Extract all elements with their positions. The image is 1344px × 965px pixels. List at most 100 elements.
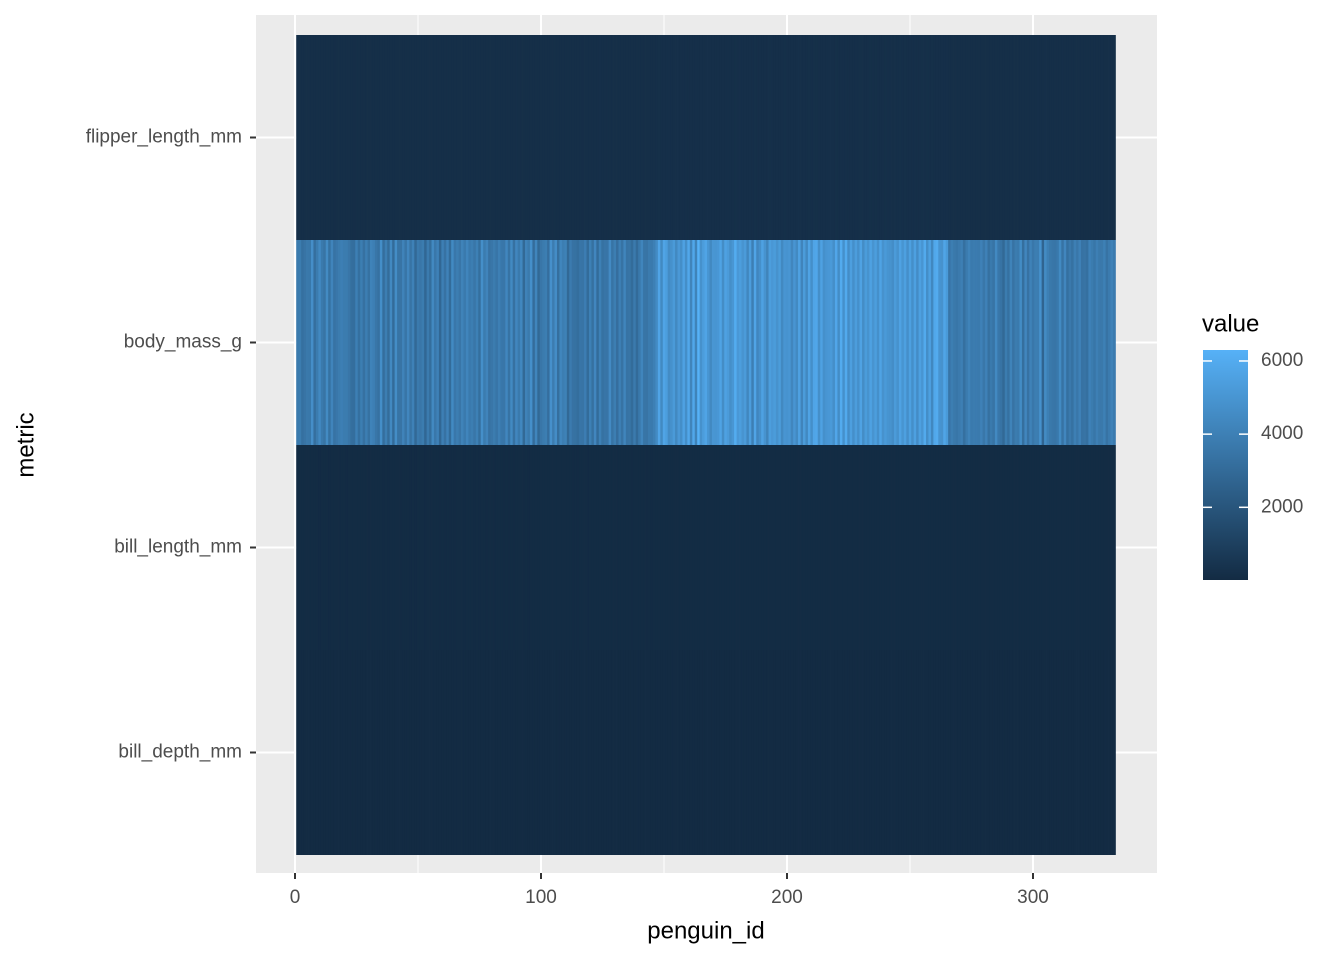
heatmap-cell	[918, 445, 922, 650]
heatmap-cell	[822, 445, 826, 650]
heatmap-cell	[778, 35, 782, 240]
heatmap-cell	[903, 35, 907, 240]
heatmap-cell	[950, 445, 954, 650]
heatmap-cell	[763, 445, 767, 650]
heatmap-cell	[894, 650, 897, 855]
heatmap-cell	[886, 240, 890, 445]
heatmap-cell	[397, 650, 400, 855]
heatmap-cell	[613, 650, 617, 855]
heatmap-cell	[360, 445, 364, 650]
heatmap-cell	[714, 650, 718, 855]
heatmap-cell	[1108, 240, 1111, 445]
heatmap-cell	[697, 650, 701, 855]
heatmap-cell	[859, 650, 863, 855]
heatmap-cell	[753, 445, 757, 650]
heatmap-cell	[815, 650, 819, 855]
heatmap-cell	[431, 35, 435, 240]
heatmap-cell	[303, 240, 307, 445]
heatmap-cell	[601, 650, 605, 855]
heatmap-cell	[1012, 240, 1015, 445]
heatmap-cell	[724, 650, 728, 855]
heatmap-cell	[805, 445, 809, 650]
heatmap-cell	[315, 650, 319, 855]
heatmap-cell	[675, 240, 678, 445]
heatmap-cell	[667, 445, 671, 650]
heatmap-cell	[1041, 240, 1045, 445]
heatmap-cell	[1002, 445, 1006, 650]
heatmap-cell	[310, 35, 314, 240]
heatmap-cell	[862, 35, 865, 240]
heatmap-cell	[711, 445, 715, 650]
heatmap-cell	[847, 35, 851, 240]
heatmap-cell	[370, 650, 373, 855]
heatmap-cell	[1004, 35, 1008, 240]
heatmap-cell	[1058, 445, 1062, 650]
heatmap-cell	[1103, 445, 1106, 650]
y-tick-label: body_mass_g	[124, 332, 242, 353]
heatmap-cell	[648, 35, 651, 240]
heatmap-cell	[298, 650, 302, 855]
heatmap-cell	[323, 35, 327, 240]
heatmap-cell	[1002, 35, 1006, 240]
heatmap-cell	[527, 240, 531, 445]
heatmap-cell	[475, 35, 479, 240]
heatmap-cell	[928, 445, 932, 650]
heatmap-cell	[1105, 35, 1109, 240]
heatmap-cell	[1024, 650, 1028, 855]
heatmap-cell	[306, 240, 309, 445]
heatmap-cell	[675, 650, 678, 855]
heatmap-cell	[665, 240, 669, 445]
heatmap-cell	[1110, 240, 1114, 445]
heatmap-cell	[894, 445, 897, 650]
heatmap-cell	[1039, 35, 1043, 240]
heatmap-cell	[510, 35, 514, 240]
heatmap-cell	[1108, 650, 1111, 855]
heatmap-cell	[994, 35, 998, 240]
heatmap-cell	[807, 35, 811, 240]
heatmap-cell	[726, 240, 730, 445]
heatmap-cell	[340, 445, 344, 650]
heatmap-cell	[468, 650, 472, 855]
heatmap-cell	[493, 240, 496, 445]
heatmap-cell	[886, 445, 890, 650]
heatmap-cell	[566, 650, 570, 855]
heatmap-cell	[377, 240, 381, 445]
heatmap-cell	[788, 445, 792, 650]
heatmap-cell	[827, 240, 831, 445]
heatmap-cell	[930, 650, 934, 855]
heatmap-cell	[741, 650, 745, 855]
heatmap-cell	[1098, 445, 1102, 650]
heatmap-cell	[606, 35, 610, 240]
heatmap-cell	[729, 35, 733, 240]
heatmap-cell	[379, 35, 383, 240]
heatmap-cell	[972, 35, 976, 240]
heatmap-cell	[1017, 240, 1020, 445]
heatmap-cell	[603, 650, 607, 855]
heatmap-cell	[650, 35, 654, 240]
heatmap-cell	[485, 240, 489, 445]
heatmap-cell	[342, 650, 346, 855]
heatmap-cell	[652, 445, 656, 650]
heatmap-cell	[940, 650, 944, 855]
heatmap-cell	[394, 35, 398, 240]
heatmap-cell	[950, 650, 954, 855]
heatmap-cell	[812, 650, 816, 855]
heatmap-cell	[962, 445, 966, 650]
heatmap-cell	[593, 35, 597, 240]
heatmap-cell	[923, 240, 927, 445]
heatmap-cell	[1049, 240, 1052, 445]
heatmap-cell	[507, 650, 511, 855]
heatmap-cell	[935, 445, 939, 650]
heatmap-cell	[679, 35, 683, 240]
heatmap-cell	[1095, 650, 1099, 855]
heatmap-cell	[662, 445, 666, 650]
x-tick-label: 200	[771, 887, 803, 908]
heatmap-cell	[409, 240, 413, 445]
heatmap-cell	[662, 650, 666, 855]
heatmap-cell	[857, 240, 860, 445]
heatmap-cell	[1036, 445, 1040, 650]
heatmap-cell	[965, 240, 969, 445]
heatmap-cell	[652, 35, 656, 240]
heatmap-cell	[1029, 35, 1033, 240]
heatmap-cell	[515, 240, 519, 445]
